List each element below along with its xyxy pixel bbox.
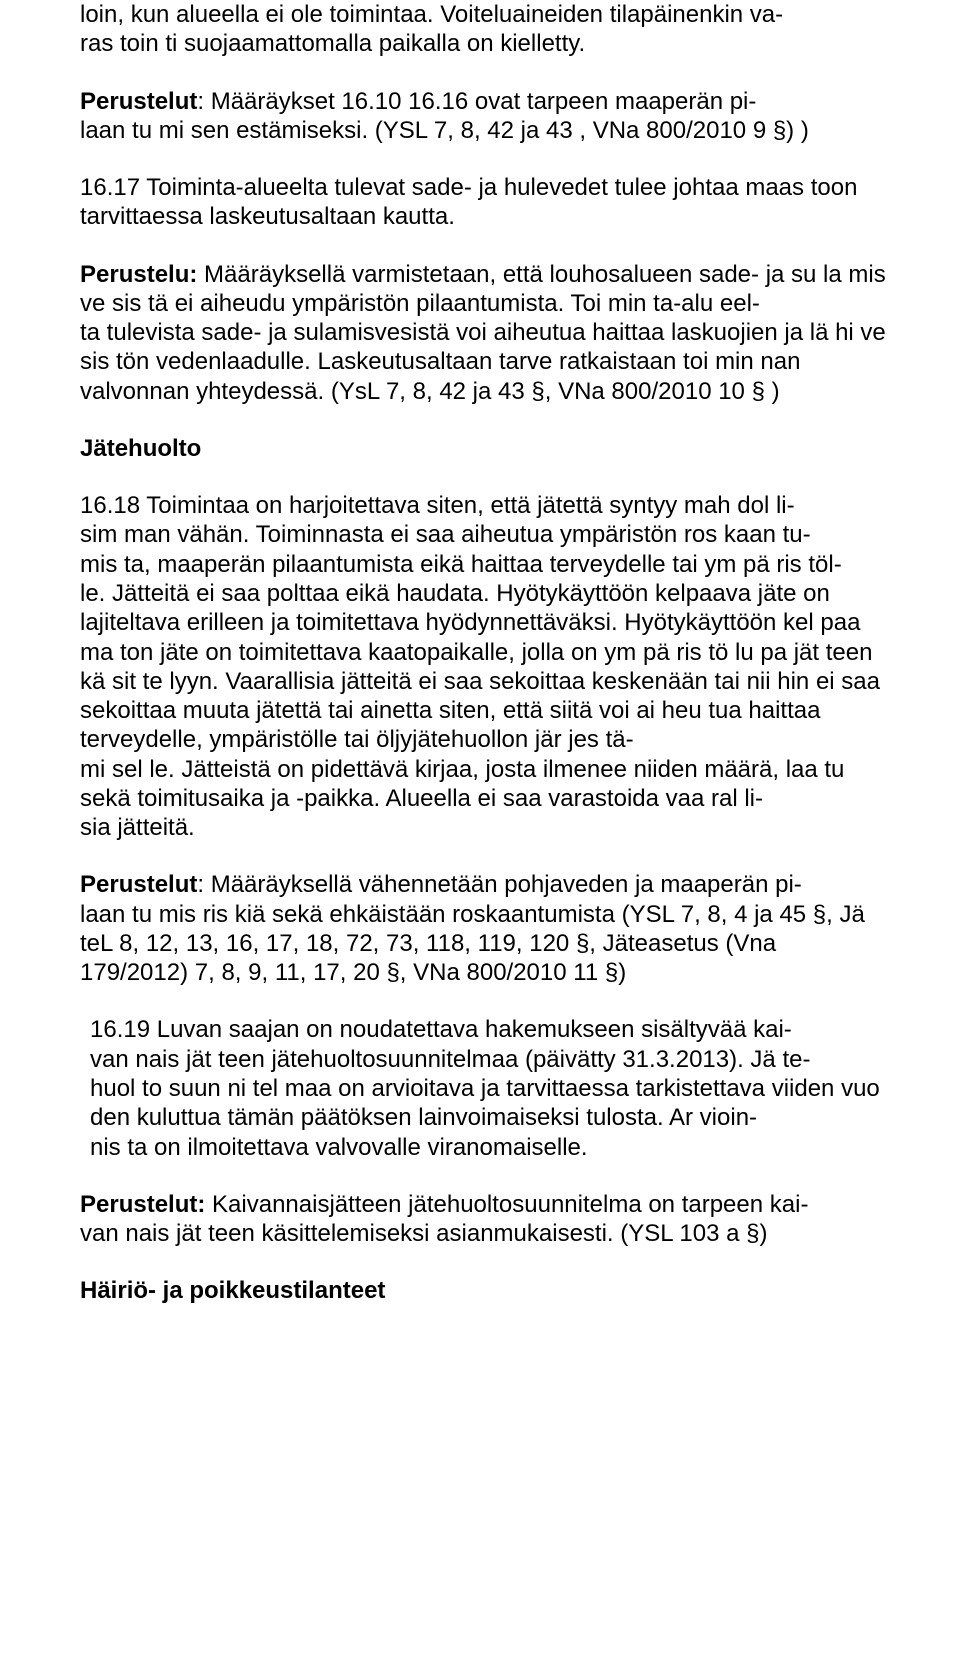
body-text: mis ta, maaperän pilaantumista eikä hait… (80, 551, 842, 578)
label-perustelut: Perustelut (80, 871, 197, 898)
body-text: mi sel le. Jätteistä on pidettävä kirjaa… (80, 756, 844, 812)
body-text: huol to suun ni tel maa on arvioitava ja… (90, 1075, 880, 1131)
label-perustelut: Perustelut: (80, 1191, 205, 1218)
body-text: sim man vähän. Toiminnasta ei saa aiheut… (80, 521, 811, 548)
paragraph: 16.17 Toiminta-alueelta tulevat sade- ja… (80, 173, 887, 232)
body-text: sia jätteitä. (80, 814, 195, 841)
paragraph: 16.18 Toimintaa on harjoitettava siten, … (80, 491, 887, 842)
body-text: 16.19 Luvan saajan on noudatettava hakem… (90, 1016, 792, 1043)
body-text: Kaivannaisjätteen jätehuoltosuunnitelma … (205, 1191, 808, 1218)
heading-hairio: Häiriö- ja poikkeustilanteet (80, 1276, 887, 1305)
heading-text: Jätehuolto (80, 435, 201, 462)
body-text: van nais jät teen jätehuoltosuunnitelmaa… (90, 1046, 810, 1073)
document-page: loin, kun alueella ei ole toimintaa. Voi… (0, 0, 960, 1374)
body-text: : Määräyksellä vähennetään pohjaveden ja… (197, 871, 801, 898)
body-text: 16.17 Toiminta-alueelta tulevat sade- ja… (80, 174, 857, 230)
body-text: loin, kun alueella ei ole toimintaa. Voi… (80, 1, 783, 28)
body-text: 16.18 Toimintaa on harjoitettava siten, … (80, 492, 795, 519)
body-text: nis ta on ilmoitettava valvovalle virano… (90, 1134, 588, 1161)
paragraph: Perustelu: Määräyksellä varmistetaan, et… (80, 260, 887, 406)
heading-text: Häiriö- ja poikkeustilanteet (80, 1277, 385, 1304)
body-text: van nais jät teen käsittelemiseksi asian… (80, 1220, 767, 1247)
body-text: Määräyksellä varmistetaan, että louhosal… (80, 261, 886, 317)
body-text: laan tu mis ris kiä sekä ehkäistään rosk… (80, 901, 865, 987)
paragraph: Perustelut: Määräykset 16.10 16.16 ovat … (80, 87, 887, 146)
body-text: ta tulevista sade- ja sulamisvesistä voi… (80, 319, 886, 405)
body-text: : Määräykset 16.10 16.16 ovat tarpeen ma… (197, 88, 756, 115)
heading-jatehuolto: Jätehuolto (80, 434, 887, 463)
paragraph: loin, kun alueella ei ole toimintaa. Voi… (80, 0, 887, 59)
paragraph: 16.19 Luvan saajan on noudatettava hakem… (80, 1015, 887, 1161)
paragraph: Perustelut: Määräyksellä vähennetään poh… (80, 870, 887, 987)
label-perustelut: Perustelut (80, 88, 197, 115)
paragraph: Perustelut: Kaivannaisjätteen jätehuolto… (80, 1190, 887, 1249)
body-text: le. Jätteitä ei saa polttaa eikä haudata… (80, 580, 880, 753)
body-text: laan tu mi sen estämiseksi. (YSL 7, 8, 4… (80, 117, 809, 144)
label-perustelu: Perustelu: (80, 261, 197, 288)
body-text: ras toin ti suojaamattomalla paikalla on… (80, 30, 585, 57)
